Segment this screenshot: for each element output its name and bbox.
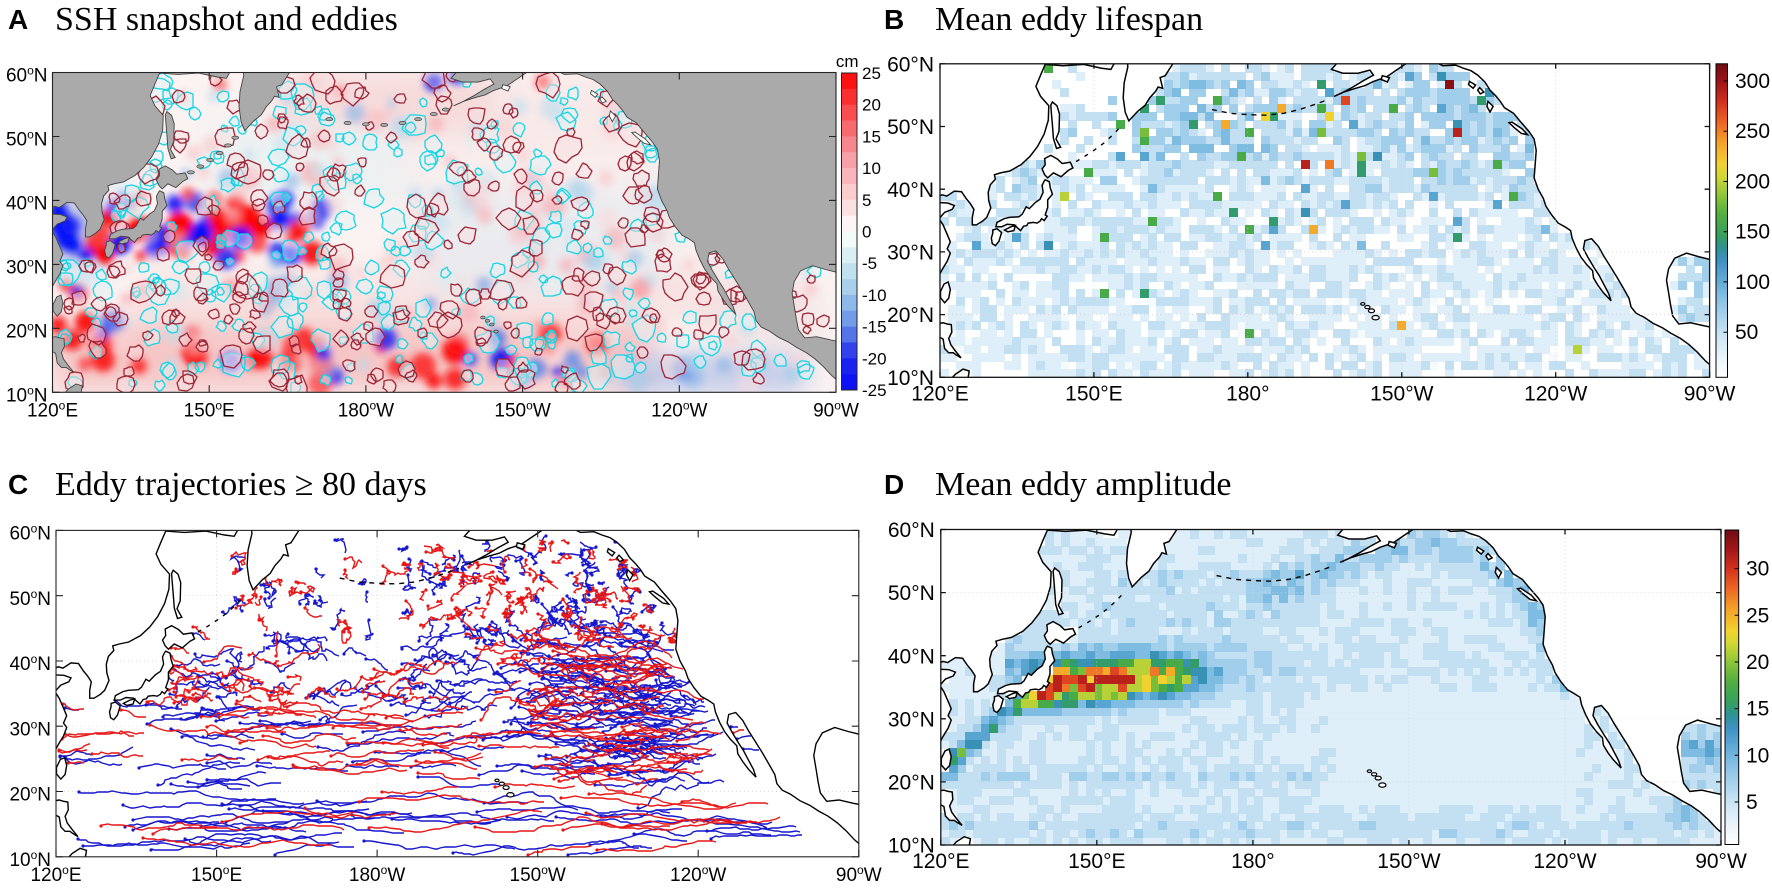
svg-text:60°N: 60°N [887, 53, 934, 76]
svg-text:150°E: 150°E [1065, 382, 1122, 405]
svg-text:150oW: 150oW [510, 863, 566, 886]
svg-text:30°N: 30°N [888, 708, 935, 731]
svg-text:15: 15 [1746, 698, 1769, 721]
svg-text:60oN: 60oN [6, 64, 48, 87]
svg-text:120°W: 120°W [1533, 850, 1596, 873]
svg-text:120°W: 120°W [1524, 382, 1587, 405]
svg-text:120oW: 120oW [670, 863, 726, 886]
svg-text:SSH snapshot and eddies: SSH snapshot and eddies [55, 1, 398, 38]
svg-text:A: A [8, 4, 28, 35]
svg-text:180oW: 180oW [338, 398, 394, 421]
svg-text:-25: -25 [862, 381, 887, 400]
svg-text:25: 25 [862, 64, 881, 83]
svg-text:120oW: 120oW [651, 398, 707, 421]
svg-text:Mean eddy amplitude: Mean eddy amplitude [935, 466, 1231, 503]
svg-text:-10: -10 [862, 286, 887, 305]
svg-text:20: 20 [1746, 651, 1769, 674]
svg-text:150oE: 150oE [184, 398, 235, 421]
svg-text:50°N: 50°N [888, 582, 935, 605]
svg-text:60oN: 60oN [9, 522, 51, 545]
svg-text:20°N: 20°N [888, 772, 935, 795]
svg-text:40oN: 40oN [9, 652, 51, 675]
svg-text:Eddy trajectories ≥ 80 days: Eddy trajectories ≥ 80 days [55, 466, 427, 503]
svg-text:5: 5 [1746, 791, 1758, 814]
svg-text:90°W: 90°W [1684, 382, 1736, 405]
svg-text:50oN: 50oN [6, 128, 48, 151]
svg-text:150: 150 [1735, 221, 1770, 244]
svg-text:D: D [884, 469, 904, 500]
svg-text:60°N: 60°N [888, 519, 935, 542]
svg-text:Mean eddy lifespan: Mean eddy lifespan [935, 1, 1203, 38]
svg-text:150oE: 150oE [191, 863, 242, 886]
svg-text:20°N: 20°N [887, 304, 934, 327]
svg-text:C: C [8, 469, 28, 500]
svg-text:30oN: 30oN [6, 256, 48, 279]
svg-text:250: 250 [1735, 120, 1770, 143]
svg-text:50: 50 [1735, 321, 1758, 344]
svg-text:50oN: 50oN [9, 587, 51, 610]
svg-text:40°N: 40°N [888, 645, 935, 668]
svg-text:-15: -15 [862, 318, 887, 337]
svg-text:10: 10 [862, 159, 881, 178]
svg-text:90oW: 90oW [836, 863, 882, 886]
svg-text:-5: -5 [862, 254, 877, 273]
svg-text:10: 10 [1746, 744, 1769, 767]
svg-text:B: B [884, 4, 904, 35]
svg-text:150oW: 150oW [494, 398, 550, 421]
svg-text:90oW: 90oW [813, 398, 859, 421]
svg-text:120°E: 120°E [911, 382, 968, 405]
svg-text:30oN: 30oN [9, 717, 51, 740]
svg-text:90°W: 90°W [1695, 850, 1747, 873]
svg-text:15: 15 [862, 127, 881, 146]
svg-text:5: 5 [862, 191, 871, 210]
svg-text:10oN: 10oN [6, 383, 48, 406]
svg-text:150°W: 150°W [1370, 382, 1433, 405]
svg-text:20: 20 [862, 96, 881, 115]
svg-text:200: 200 [1735, 171, 1770, 194]
svg-text:0: 0 [862, 223, 871, 242]
svg-text:180°: 180° [1231, 850, 1274, 873]
svg-text:30°N: 30°N [887, 242, 934, 265]
svg-text:30: 30 [1746, 558, 1769, 581]
svg-text:180°: 180° [1226, 382, 1269, 405]
svg-text:180oW: 180oW [349, 863, 405, 886]
svg-text:20oN: 20oN [9, 783, 51, 806]
svg-text:cm: cm [836, 52, 859, 71]
svg-text:100: 100 [1735, 271, 1770, 294]
svg-text:300: 300 [1735, 70, 1770, 93]
svg-text:10°N: 10°N [887, 367, 934, 390]
svg-text:120oE: 120oE [27, 398, 78, 421]
svg-text:-20: -20 [862, 349, 887, 368]
svg-text:40°N: 40°N [887, 179, 934, 202]
svg-text:150°W: 150°W [1377, 850, 1440, 873]
svg-text:120°E: 120°E [912, 850, 969, 873]
svg-text:20oN: 20oN [6, 320, 48, 343]
svg-text:150°E: 150°E [1068, 850, 1125, 873]
svg-text:10°N: 10°N [888, 835, 935, 858]
svg-text:10oN: 10oN [9, 848, 51, 871]
svg-text:120oE: 120oE [30, 863, 81, 886]
svg-text:40oN: 40oN [6, 192, 48, 215]
svg-text:25: 25 [1746, 604, 1769, 627]
svg-text:50°N: 50°N [887, 116, 934, 139]
